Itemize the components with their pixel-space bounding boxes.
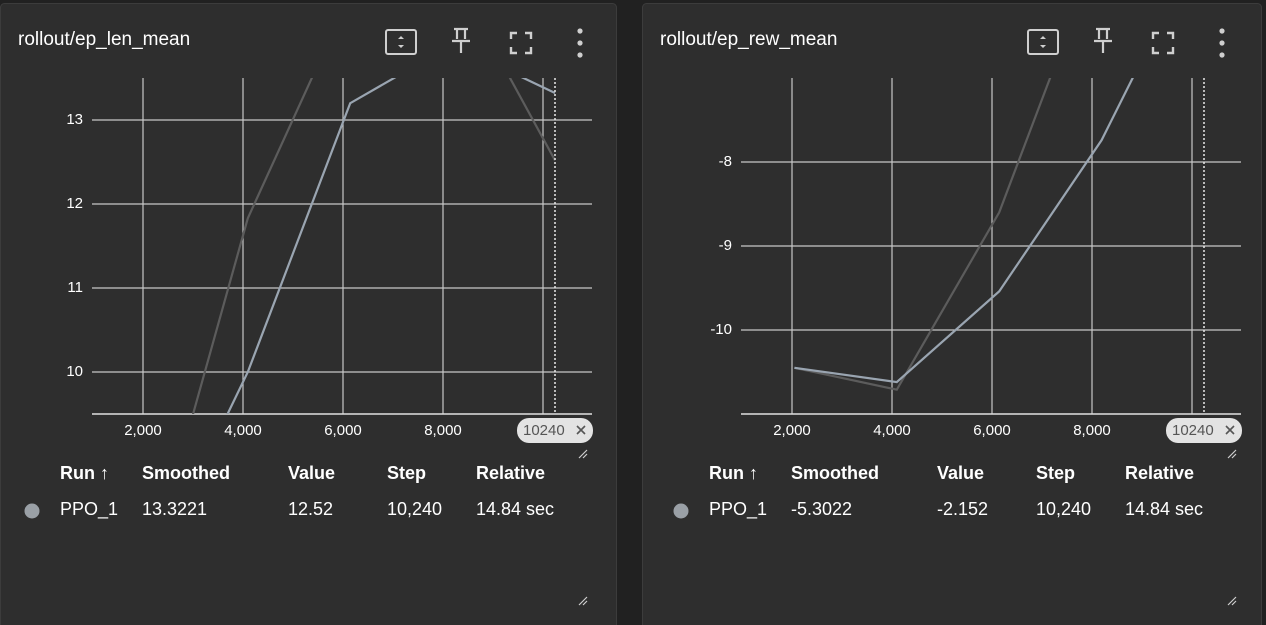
more-button[interactable] [1219, 28, 1225, 58]
x-tick-label: 8,000 [1073, 422, 1111, 439]
table-cell: 12.52 [288, 499, 333, 519]
card-background [0, 3, 617, 625]
fit-domain-button[interactable] [1027, 29, 1059, 55]
step-chip[interactable]: 10240 [517, 418, 593, 443]
resize-handle [1227, 449, 1237, 459]
icon-shape [398, 36, 404, 48]
fit-domain-button[interactable] [385, 29, 417, 55]
icon-shape [1094, 27, 1112, 53]
run-indicator [673, 503, 689, 519]
smoothed-line [226, 78, 556, 414]
chip-label: 10240 [523, 422, 565, 439]
table-header: Run ↑ [60, 463, 109, 483]
more-button[interactable] [577, 28, 583, 58]
icon-shape [577, 28, 583, 34]
table-header: Smoothed [142, 463, 230, 483]
table-cell: 10,240 [387, 499, 442, 519]
table-cell: PPO_1 [709, 499, 767, 520]
y-tick-label: 12 [66, 195, 83, 212]
icon-shape [1027, 29, 1059, 55]
fullscreen-button[interactable] [509, 31, 533, 55]
raw-line [191, 78, 556, 414]
table-header: Value [288, 463, 335, 483]
table-header: Relative [1125, 463, 1194, 483]
icon-shape [385, 29, 417, 55]
x-tick-label: 4,000 [224, 422, 262, 439]
resize-handle [578, 596, 588, 606]
fullscreen-button[interactable] [1151, 31, 1175, 55]
icon-shape [1040, 36, 1046, 48]
y-tick-label: -8 [719, 153, 732, 170]
icon-shape [577, 40, 583, 46]
chart-title: rollout/ep_len_mean [18, 29, 190, 50]
resize-handle [1227, 596, 1237, 606]
table-cell: -2.152 [937, 499, 988, 519]
table-cell: 13.3221 [142, 499, 207, 519]
x-tick-label: 4,000 [873, 422, 911, 439]
smoothed-line [794, 78, 1134, 384]
x-tick-label: 2,000 [773, 422, 811, 439]
chip-label: 10240 [1172, 422, 1214, 439]
x-tick-label: 8,000 [424, 422, 462, 439]
table-cell: 14.84 sec [476, 499, 554, 519]
x-tick-label: 6,000 [973, 422, 1011, 439]
icon-shape [577, 52, 583, 58]
table-cell: -5.3022 [791, 499, 852, 519]
y-tick-label: 13 [66, 111, 83, 128]
chart-card: rollout/ep_rew_mean 2,000 4,000 6,000 8,000 1… [642, 3, 1262, 625]
table-header: Smoothed [791, 463, 879, 483]
chip-close [1225, 425, 1235, 435]
pin-button[interactable] [452, 27, 470, 53]
icon-shape [509, 31, 533, 55]
table-header: Run ↑ [709, 463, 758, 483]
table-cell: 14.84 sec [1125, 499, 1203, 519]
table-cell: 10,240 [1036, 499, 1091, 519]
chip-background [517, 418, 593, 443]
card-background [642, 3, 1262, 625]
y-tick-label: 10 [66, 363, 83, 380]
raw-line [794, 78, 1052, 391]
pin-button[interactable] [1094, 27, 1112, 53]
y-tick-label: 11 [67, 279, 83, 296]
chip-background [1166, 418, 1242, 443]
icon-shape [1219, 40, 1225, 46]
icon-shape [452, 27, 470, 53]
table-header: Step [1036, 463, 1075, 483]
table-header: Step [387, 463, 426, 483]
x-tick-label: 6,000 [324, 422, 362, 439]
step-chip[interactable]: 10240 [1166, 418, 1242, 443]
chart-title: rollout/ep_rew_mean [660, 29, 837, 50]
x-tick-label: 2,000 [124, 422, 162, 439]
y-tick-label: -9 [719, 237, 732, 254]
y-tick-label: -10 [710, 321, 732, 338]
table-header: Relative [476, 463, 545, 483]
icon-shape [1219, 28, 1225, 34]
table-header: Value [937, 463, 984, 483]
chip-close [576, 425, 586, 435]
icon-shape [1151, 31, 1175, 55]
table-cell: PPO_1 [60, 499, 118, 520]
run-indicator [24, 503, 40, 519]
icon-shape [1219, 52, 1225, 58]
chart-card: rollout/ep_len_mean 2,000 4,000 6,000 8,000 1… [0, 3, 617, 625]
resize-handle [578, 449, 588, 459]
